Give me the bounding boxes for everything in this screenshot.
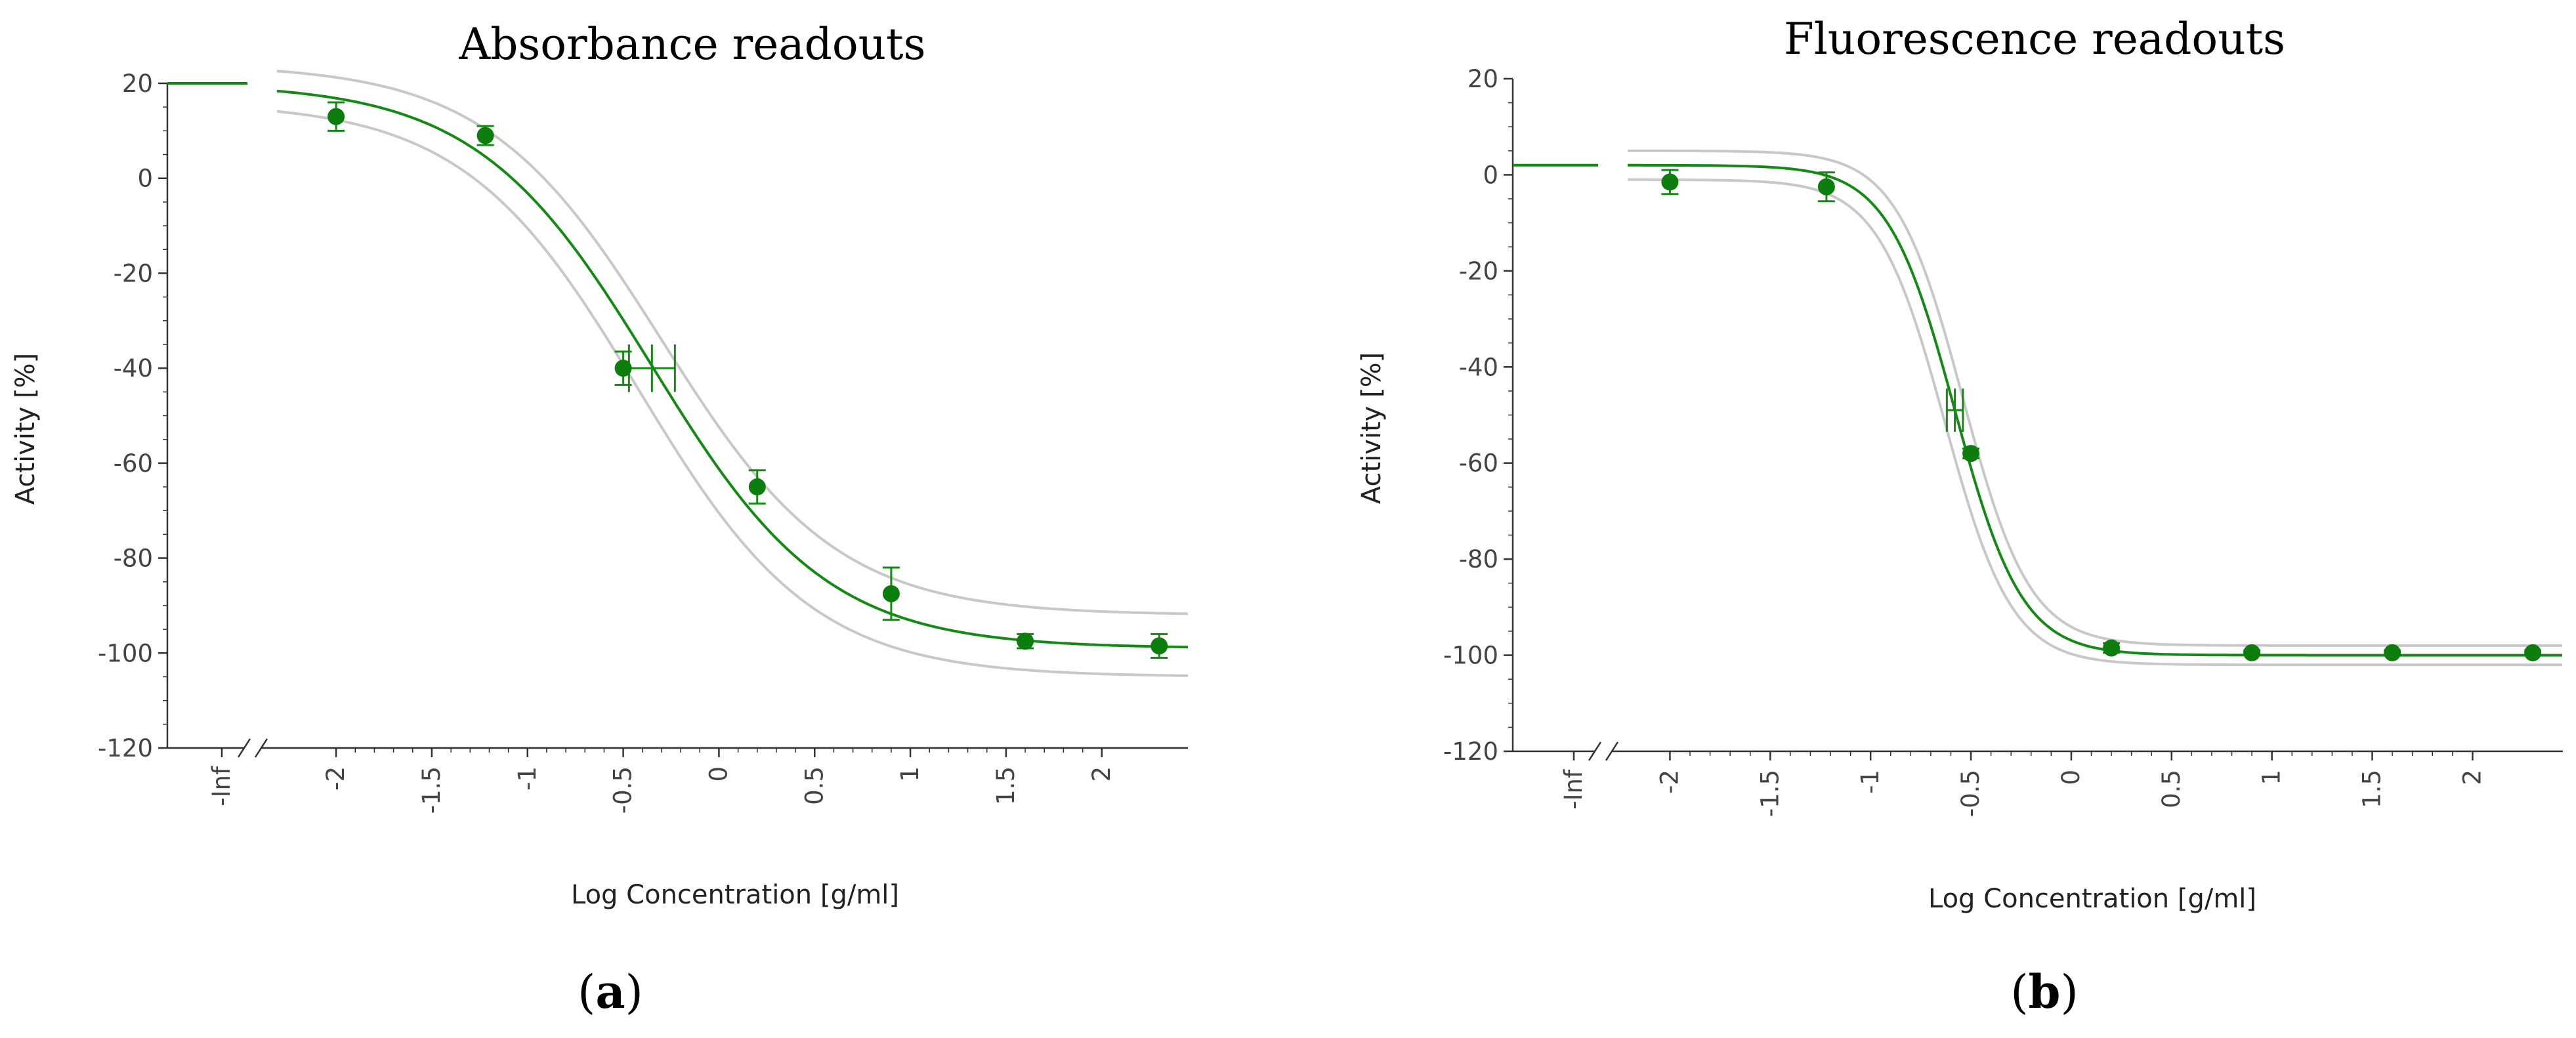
fit-curve <box>1628 163 2562 657</box>
x-tick-label: -2 <box>322 766 350 791</box>
y-tick-label: -20 <box>114 259 153 287</box>
y-tick-label: 0 <box>1483 161 1498 189</box>
x-tick-label: 1 <box>2258 770 2286 785</box>
data-point <box>1962 445 1980 463</box>
axis-break-mark <box>1605 741 1619 761</box>
data-point <box>2524 644 2542 661</box>
data-point <box>882 585 900 602</box>
data-point <box>327 108 345 125</box>
y-tick-label: 20 <box>122 70 153 98</box>
panel-label-paren: ) <box>625 965 643 1019</box>
y-tick-label: -40 <box>114 354 153 383</box>
fit-curve <box>276 89 1189 649</box>
panel-b: Fluorescence readouts200-20-40-60-80-100… <box>1357 14 2563 1019</box>
data-point <box>1661 173 1679 191</box>
x-tick-label: -0.5 <box>609 766 637 814</box>
data-point <box>2384 644 2401 661</box>
y-tick-label: -100 <box>98 639 153 667</box>
y-tick-label: -100 <box>1443 642 1498 670</box>
y-tick-label: 20 <box>1467 65 1498 93</box>
y-tick-label: -60 <box>1459 449 1498 478</box>
panel-label-paren: ( <box>2010 965 2028 1019</box>
panel-label-letter: a <box>595 965 625 1019</box>
axis-break-mark <box>1588 741 1602 761</box>
panel-label: (a) <box>578 965 643 1019</box>
x-tick-label: 2 <box>1087 766 1116 782</box>
x-tick-label: 2 <box>2458 770 2486 785</box>
ci-upper-curve <box>1628 149 2562 647</box>
x-tick-label: 0 <box>2057 770 2085 785</box>
y-tick-label: 0 <box>137 165 153 193</box>
y-axis-label: Activity [%] <box>11 353 41 505</box>
data-point <box>1817 178 1835 196</box>
data-point <box>2103 639 2121 657</box>
y-tick-label: -80 <box>1459 545 1498 573</box>
x-tick-label: 0.5 <box>800 766 828 805</box>
panel-a: Absorbance readouts200-20-40-60-80-100-1… <box>11 19 1189 1019</box>
panel-label-paren: ( <box>578 965 595 1019</box>
chart-title: Fluorescence readouts <box>1784 14 2285 64</box>
axis-break-mark <box>254 738 268 758</box>
x-tick-label: 0 <box>704 766 732 782</box>
axis-break-mark <box>237 738 251 758</box>
x-tick-label: -1 <box>513 766 541 791</box>
y-tick-label: -20 <box>1459 257 1498 285</box>
x-tick-label: -1.5 <box>417 766 446 814</box>
chart-title: Absorbance readouts <box>458 19 925 70</box>
data-point <box>2243 644 2261 661</box>
data-point <box>1151 637 1168 655</box>
panel-label: (b) <box>2010 965 2079 1019</box>
ci-upper-curve <box>276 70 1189 615</box>
data-point <box>748 478 766 496</box>
panel-label-letter: b <box>2029 965 2061 1019</box>
ci-lower-curve <box>276 110 1188 677</box>
y-tick-label: -120 <box>1443 737 1498 766</box>
x-tick-label-inf: -Inf <box>1559 769 1588 810</box>
data-point <box>614 360 632 377</box>
x-tick-label: -1 <box>1856 770 1884 794</box>
x-tick-label: -0.5 <box>1956 770 1985 817</box>
panel-label-paren: ) <box>2060 965 2078 1019</box>
x-axis-label: Log Concentration [g/ml] <box>1928 884 2256 914</box>
x-axis-label: Log Concentration [g/ml] <box>571 880 899 910</box>
data-point <box>1017 633 1034 650</box>
y-axis-label: Activity [%] <box>1357 352 1387 505</box>
data-point <box>476 127 494 144</box>
y-tick-label: -120 <box>98 734 153 762</box>
x-tick-label-inf: -Inf <box>207 766 236 806</box>
y-tick-label: -40 <box>1459 353 1498 381</box>
x-tick-label: -1.5 <box>1756 770 1784 817</box>
y-tick-label: -60 <box>114 449 153 478</box>
y-tick-label: -80 <box>114 545 153 573</box>
x-tick-label: 1.5 <box>992 766 1020 805</box>
x-tick-label: 1.5 <box>2358 770 2386 808</box>
ci-lower-curve <box>1628 178 2562 667</box>
x-tick-label: 0.5 <box>2157 770 2185 808</box>
x-tick-label: -2 <box>1655 770 1683 794</box>
x-tick-label: 1 <box>896 766 924 782</box>
